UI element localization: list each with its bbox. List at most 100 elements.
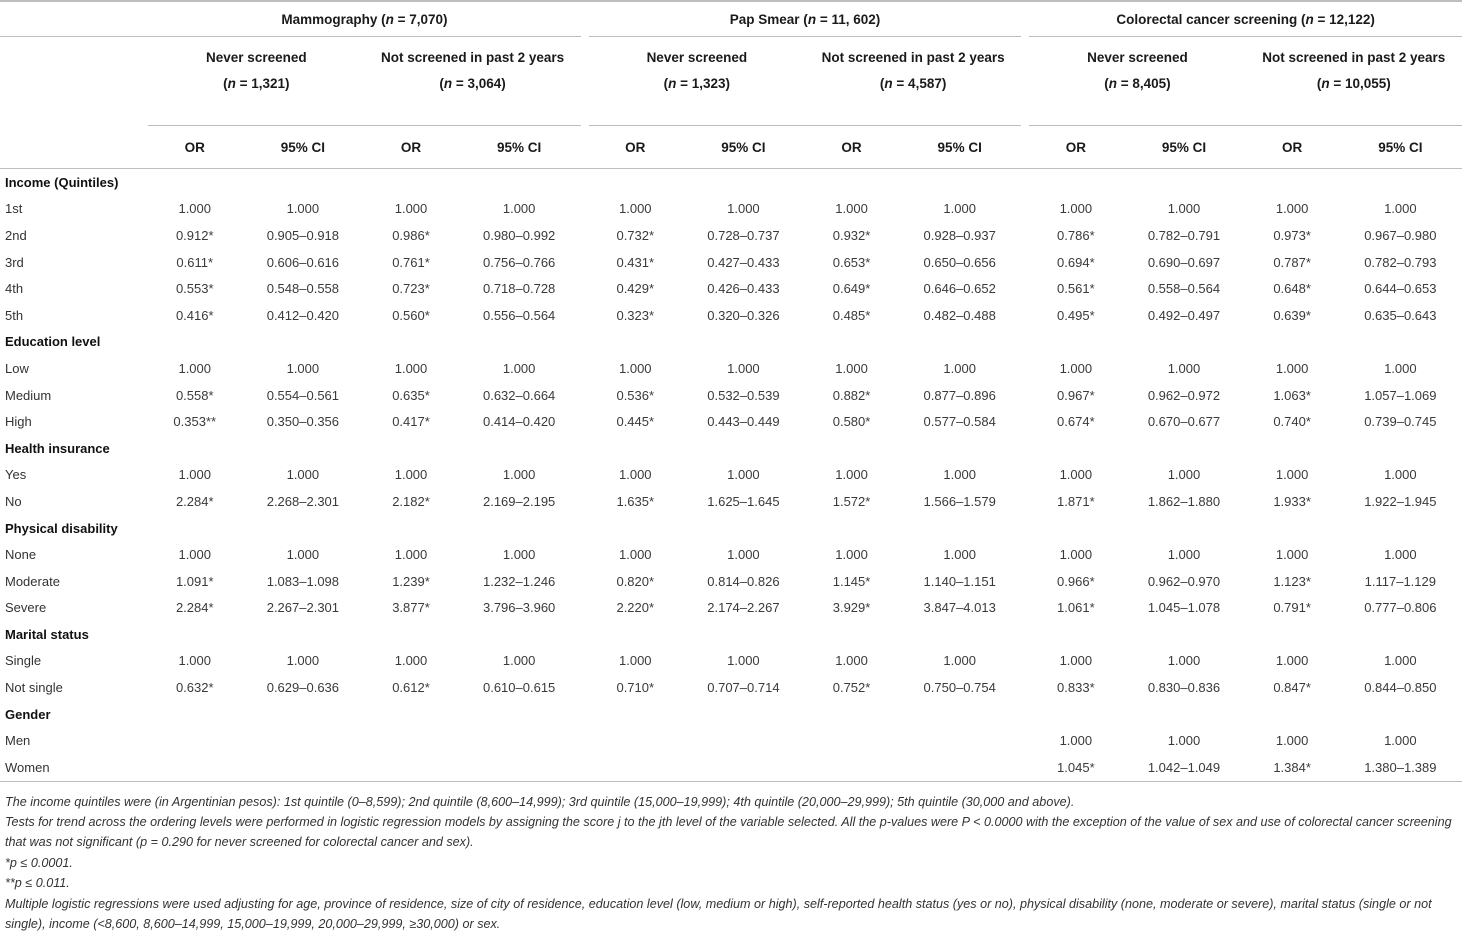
stub-cell (0, 1, 149, 37)
or-value: 1.145* (832, 573, 871, 589)
ci-value: 1.000 (286, 653, 320, 669)
results-table: Mammography (n = 7,070) Pap Smear (n = 1… (0, 0, 1462, 782)
or-value: 1.000 (178, 467, 212, 483)
ci-value: 0.962–0.972 (1147, 387, 1221, 403)
or-value: 1.000 (178, 360, 212, 376)
or-value: 0.648* (1273, 281, 1311, 297)
table-row: Not single 0.632* 0.629–0.636 0.612* 0.610–0… (0, 674, 1462, 701)
subgroup-label: Not screened in past 2 years (821, 50, 1005, 65)
group-spacer (1021, 382, 1029, 409)
table-row: Single 1.000 1.000 1.000 1.000 1.000 1.000 1.00… (0, 648, 1462, 675)
ci-header: 95% CI (457, 125, 581, 169)
ci-value: 1.862–1.880 (1147, 493, 1221, 509)
group-spacer (581, 568, 589, 595)
ci-value: 0.632–0.664 (482, 387, 556, 403)
ci-value: 0.962–0.970 (1147, 573, 1221, 589)
or-value: 2.182* (392, 493, 430, 509)
ci-value: 1.000 (727, 360, 760, 376)
ci-value: 1.000 (502, 467, 536, 483)
or-value: 0.912* (175, 227, 214, 243)
or-value: 0.558* (175, 387, 214, 403)
ci-value: 1.000 (727, 547, 760, 563)
or-value: 0.353** (173, 414, 217, 430)
section-header-row: Education level (0, 329, 1462, 356)
or-value: 1.000 (835, 201, 868, 217)
ci-value: 0.814–0.826 (707, 573, 780, 589)
ci-value: 0.690–0.697 (1147, 254, 1221, 270)
ci-value: 0.905–0.918 (266, 227, 340, 243)
or-value: 0.485* (832, 307, 871, 323)
ci-value: 1.140–1.151 (923, 573, 996, 589)
or-value: 0.723* (392, 281, 430, 297)
row-label: No (5, 493, 22, 509)
ci-value: 1.000 (286, 547, 320, 563)
ci-value: 0.644–0.653 (1364, 281, 1437, 297)
ci-value: 0.548–0.558 (266, 281, 340, 297)
row-label: Moderate (5, 573, 60, 589)
ci-value: 1.000 (286, 467, 320, 483)
row-label: Single (5, 653, 42, 669)
ci-header: 95% CI (1122, 125, 1246, 169)
or-value: 1.061* (1057, 600, 1095, 616)
subgroup-mammo-not2y: Not screened in past 2 years (n = 3,064) (364, 36, 581, 126)
ci-value: 0.980–0.992 (482, 227, 556, 243)
ci-value (682, 727, 805, 754)
section-header-row: Income (Quintiles) (0, 169, 1462, 196)
group-spacer (1021, 754, 1029, 781)
or-value: 1.045* (1057, 759, 1095, 775)
ci-value: 0.650–0.656 (923, 254, 996, 270)
ci-value: 1.000 (1384, 467, 1417, 483)
section-header: Income (Quintiles) (5, 174, 119, 190)
group-spacer (581, 275, 589, 302)
group-spacer (581, 595, 589, 622)
ci-value: 1.000 (943, 467, 976, 483)
or-value: 1.000 (835, 547, 868, 563)
or-value: 1.000 (1059, 547, 1093, 563)
ci-value: 3.847–4.013 (923, 600, 996, 616)
ci-value: 0.554–0.561 (266, 387, 340, 403)
ci-value: 1.045–1.078 (1147, 600, 1221, 616)
group-spacer (581, 1, 589, 37)
row-label: Not single (5, 680, 63, 696)
ci-header: 95% CI (681, 125, 805, 169)
or-value: 1.000 (619, 467, 652, 483)
ci-value: 2.267–2.301 (266, 600, 340, 616)
footnotes: The income quintiles were (in Argentinia… (0, 782, 1462, 940)
or-value: 0.732* (616, 227, 655, 243)
ci-value: 0.728–0.737 (707, 227, 780, 243)
ci-value: 1.000 (1167, 360, 1201, 376)
ci-value: 0.577–0.584 (923, 414, 996, 430)
ci-value: 0.412–0.420 (266, 307, 340, 323)
or-value: 0.417* (392, 414, 430, 430)
or-value: 0.973* (1273, 227, 1311, 243)
or-value: 1.000 (835, 360, 868, 376)
ci-value: 1.000 (1167, 547, 1201, 563)
group-spacer (581, 408, 589, 435)
group-spacer (581, 222, 589, 249)
ci-value: 0.320–0.326 (707, 307, 780, 323)
section-header-row: Physical disability (0, 515, 1462, 542)
or-value: 1.123* (1273, 573, 1311, 589)
table-row: Low 1.000 1.000 1.000 1.000 1.000 1.000 1.000 1.… (0, 355, 1462, 382)
ci-value (241, 727, 364, 754)
ci-value: 0.427–0.433 (707, 254, 780, 270)
table-row: None 1.000 1.000 1.000 1.000 1.000 1.000 1.000 1… (0, 541, 1462, 568)
or-value: 1.000 (178, 653, 212, 669)
section-header-row: Marital status (0, 621, 1462, 648)
section-header: Marital status (5, 626, 89, 642)
ci-value: 0.756–0.766 (482, 254, 556, 270)
or-value: 1.000 (1059, 653, 1093, 669)
ci-value: 1.625–1.645 (707, 493, 780, 509)
or-value: 0.649* (832, 281, 871, 297)
ci-value (458, 727, 581, 754)
group-spacer (1021, 595, 1029, 622)
ci-value: 0.830–0.836 (1147, 680, 1221, 696)
table-row: Moderate 1.091* 1.083–1.098 1.239* 1.232–1.2… (0, 568, 1462, 595)
or-value: 1.091* (175, 573, 214, 589)
ci-value: 0.610–0.615 (482, 680, 556, 696)
or-value: 1.000 (619, 653, 652, 669)
or-value: 2.284* (175, 493, 214, 509)
ci-value: 1.117–1.129 (1364, 573, 1436, 589)
or-value: 0.429* (616, 281, 655, 297)
ci-value: 1.000 (1384, 360, 1417, 376)
